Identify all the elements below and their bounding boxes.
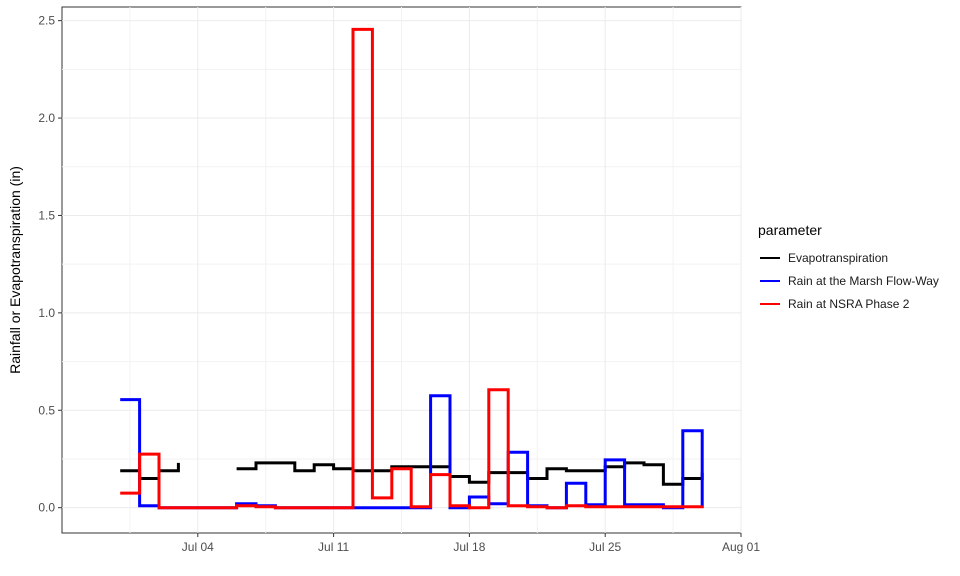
legend-items: Evapotranspiration Rain at the Marsh Flow… (758, 246, 939, 315)
legend-title: parameter (758, 222, 822, 238)
y-tick-label: 2.5 (38, 14, 55, 28)
legend: parameter Evapotranspiration Rain at the … (758, 222, 939, 315)
legend-key (760, 302, 780, 305)
legend-item: Evapotranspiration (758, 246, 939, 269)
legend-label: Evapotranspiration (788, 250, 889, 265)
legend-label: Rain at the Marsh Flow-Way (788, 273, 939, 288)
x-tick-label: Jul 11 (318, 540, 349, 554)
legend-label: Rain at NSRA Phase 2 (788, 296, 910, 311)
series-line (120, 27, 704, 510)
legend-item: Rain at the Marsh Flow-Way (758, 269, 939, 292)
y-tick-label: 0.0 (38, 501, 55, 515)
x-tick-label: Jul 18 (453, 540, 485, 554)
series-layer (120, 27, 704, 510)
axes: 0.0 0.5 1.0 1.5 2.0 2.5 Jul 04 Jul 11 Jul 18 Jul … (38, 14, 760, 554)
x-tick-label: Jul 04 (182, 540, 214, 554)
legend-key (760, 256, 780, 259)
legend-key (760, 279, 780, 282)
x-tick-label: Jul 25 (589, 540, 621, 554)
y-tick-label: 1.5 (38, 208, 55, 222)
y-tick-label: 2.0 (38, 111, 55, 125)
y-tick-label: 1.0 (38, 306, 55, 320)
y-axis-title: Rainfall or Evapotranspiration (in) (7, 166, 23, 374)
legend-item: Rain at NSRA Phase 2 (758, 292, 939, 315)
x-tick-label: Aug 01 (722, 540, 760, 554)
y-tick-label: 0.5 (38, 403, 55, 417)
